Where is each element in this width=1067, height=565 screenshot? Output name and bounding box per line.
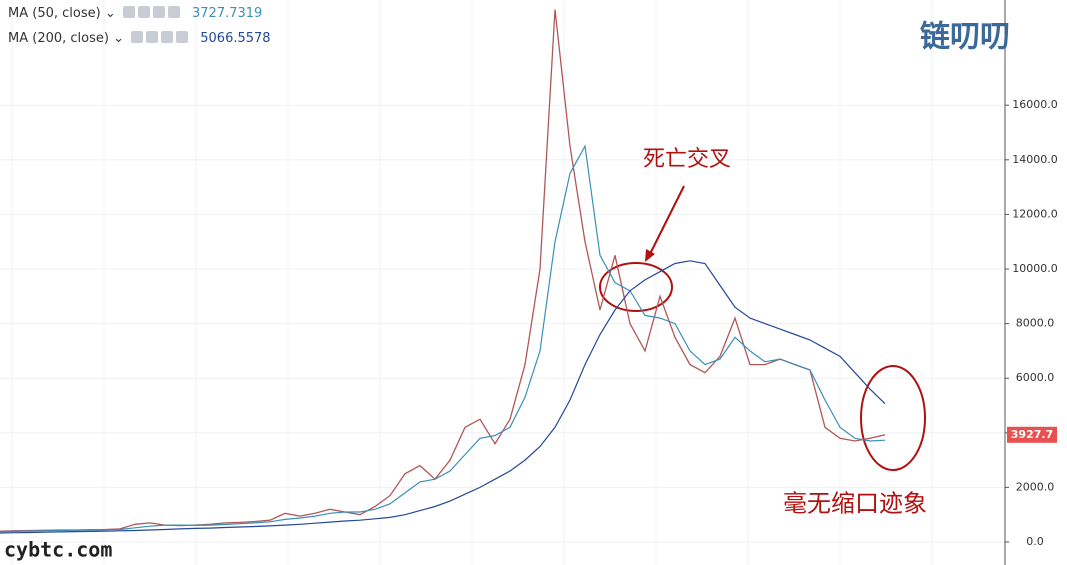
highlight-ellipse — [860, 365, 926, 471]
legend-label[interactable]: MA (50, close) — [8, 6, 101, 21]
highlight-ellipse — [599, 262, 673, 312]
legend-label[interactable]: MA (200, close) — [8, 31, 109, 46]
legend-value: 3727.7319 — [192, 6, 263, 21]
watermark: cybtc.com — [4, 538, 112, 562]
annotation: 死亡交叉 — [643, 147, 731, 172]
price-tag-label: 3927.7 — [1011, 428, 1053, 441]
y-tick-label: 14000.0 — [1012, 153, 1058, 166]
y-tick-label: 10000.0 — [1012, 262, 1058, 275]
y-tick-label: 8000.0 — [1016, 317, 1055, 330]
y-tick-label: 6000.0 — [1016, 371, 1055, 384]
legend-row: MA (200, close) ⌄ 5066.5578 — [8, 31, 271, 46]
price-line — [0, 9, 886, 532]
arrow — [649, 185, 685, 255]
arrow-head — [645, 249, 655, 262]
y-tick-label: 16000.0 — [1012, 98, 1058, 111]
price-axis — [1005, 0, 1067, 565]
ma-line — [0, 144, 886, 533]
logo: 链叨叨 — [920, 20, 1010, 55]
legend-row: MA (50, close) ⌄ 3727.7319 — [8, 6, 263, 21]
y-tick-label: 2000.0 — [1016, 480, 1055, 493]
y-tick-label: 0.0 — [1026, 535, 1044, 548]
price-tag — [1007, 426, 1057, 443]
annotation: 毫无缩口迹象 — [783, 490, 927, 518]
y-tick-label: 12000.0 — [1012, 207, 1058, 220]
legend-value: 5066.5578 — [200, 31, 271, 46]
ma-line — [0, 260, 886, 534]
